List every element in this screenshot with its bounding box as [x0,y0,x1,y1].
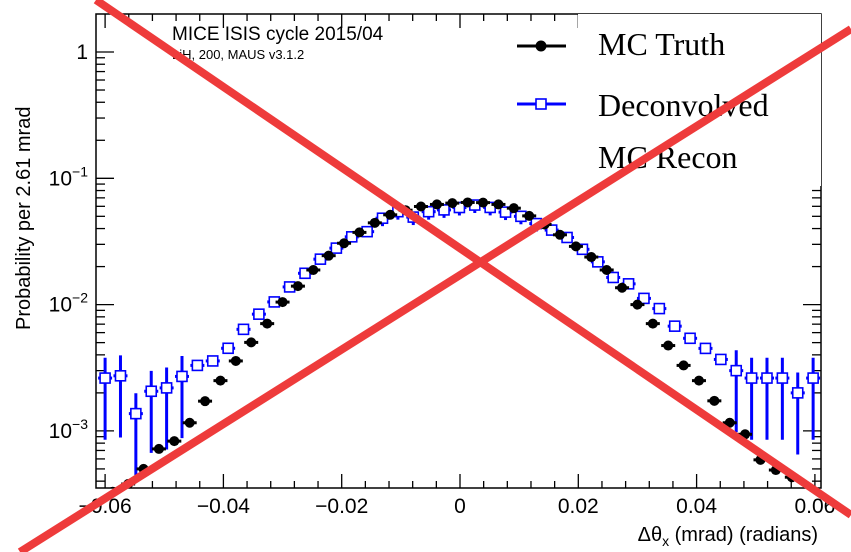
deconvolved-point [206,355,219,367]
mc-truth-point [647,318,658,329]
mc-truth-point [586,252,597,263]
mc-truth-point [109,486,117,488]
mc-truth-point [246,337,257,348]
deconvolved-point [824,371,834,381]
x-tick-label: 0 [454,495,466,518]
deconvolved-point [776,372,789,384]
mc-truth-point [447,198,458,209]
cross-line-down [93,0,851,519]
deconvolved-point [761,372,773,384]
deconvolved-point [160,382,173,394]
deconvolved-point [699,342,712,355]
mc-truth-point [153,443,164,454]
x-tick-label: −0.04 [197,495,250,518]
mc-truth-point [508,203,519,214]
mc-truth-point [308,264,319,275]
mc-truth-point [693,375,704,386]
deconvolved-point [653,302,666,315]
legend: MC Truth Deconvolved MC Recon [517,14,821,186]
plot-frame [95,13,822,489]
x-tick-label: −0.06 [79,495,132,518]
deconvolved-point [684,332,696,345]
mc-truth-point [215,375,226,386]
deconvolved-point [191,359,204,372]
x-axis-label-rest: (mrad) (radians) [669,524,818,546]
deconvolved-point [422,205,435,218]
mc-truth-point [277,297,288,308]
mc-truth-point [601,264,612,275]
deconvolved-point [545,224,558,236]
mc-truth-point [462,197,473,208]
chart-title: MICE ISIS cycle 2015/04 [172,24,384,45]
deconvolved-point [438,204,450,216]
deconvolved-point [145,385,158,398]
mc-truth-point [554,229,565,240]
mc-truth-point [415,201,426,212]
deconvolved-point [745,372,758,384]
y-tick-label: 10−1 [49,163,89,190]
x-tick-label: 0.02 [558,495,599,518]
deconvolved-point [345,231,358,243]
data-series [98,197,849,488]
mc-truth-point [663,340,674,351]
mc-truth-point [200,396,211,407]
mc-truth-point [230,355,241,366]
mc-truth-point [354,227,365,238]
red-cross-overlay [17,0,851,552]
deconvolved-point [839,369,849,379]
y-tick-label: 10−2 [49,290,89,317]
mc-truth-point [292,281,303,292]
deconvolved-point [330,242,343,254]
x-axis-label-main: Δθ [638,524,662,546]
legend-label-mc-truth: MC Truth [598,26,725,62]
x-tick-label: 0.04 [676,495,717,518]
mc-truth-point [617,282,628,293]
mc-truth-point [431,199,442,210]
deconvolved-point [114,370,127,382]
series-clip-group [98,197,849,488]
deconvolved-point [222,342,234,355]
mc-truth-point [478,197,489,208]
legend-box [578,14,821,186]
mc-truth-point [339,238,350,249]
deconvolved-point [237,323,250,336]
mc-truth-point [385,209,396,220]
mc-truth-point [678,360,689,371]
mc-truth-point [169,436,180,447]
deconvolved-point [176,370,188,383]
deconvolved-point [99,372,111,384]
mc-truth-point [184,417,195,428]
deconvolved-point [253,308,265,320]
deconvolved-point [499,206,512,218]
legend-marker-mc-truth [535,40,547,52]
chart-subtitle: LiH, 200, MAUS v3.1.2 [172,47,304,62]
deconvolved-point [715,353,727,366]
deconvolved-point [607,271,619,284]
mc-truth-point [262,318,273,329]
deconvolved-point [791,387,804,399]
y-tick-label: 1 [76,41,88,64]
mc-truth-point [632,299,643,310]
cross-line-up [17,25,851,552]
x-axis-label: Δθx (mrad) (radians) [638,524,818,549]
x-axis-label-sub: x [662,533,669,549]
mc-truth-point [570,241,581,252]
mc-truth-point [493,199,504,210]
legend-label-line-1: Deconvolved [598,87,769,123]
mc-truth-point [524,210,535,221]
mc-truth-point [709,395,720,406]
deconvolved-point [130,407,142,420]
deconvolved-point [730,364,743,377]
plot-area-border [95,13,822,489]
mc-truth-point [724,417,735,428]
y-tick-label: 10−3 [49,416,89,443]
mc-truth-point [323,250,334,261]
y-axis-label: Probability per 2.61 mrad [13,107,35,330]
deconvolved-point [668,320,681,332]
x-tick-label: −0.02 [315,495,368,518]
deconvolved-point [807,372,819,384]
legend-marker-deconvolved [535,98,547,110]
mc-truth-point [369,217,380,228]
